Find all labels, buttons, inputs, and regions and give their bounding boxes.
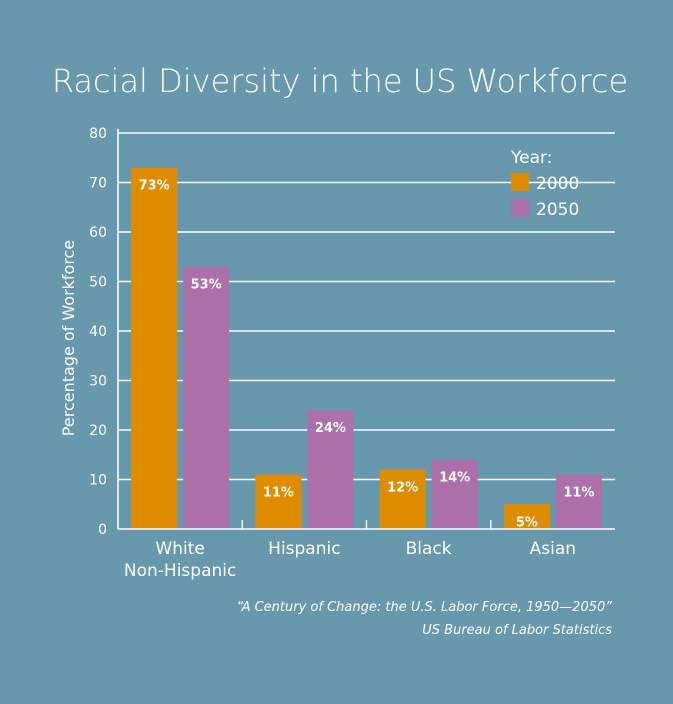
source-line-1: “A Century of Change: the U.S. Labor For… [236, 600, 612, 615]
bar-2050-1 [307, 410, 354, 529]
legend-label-2000: 2000 [536, 174, 579, 194]
y-tick-label: 30 [89, 374, 107, 390]
data-label: 11% [263, 486, 294, 501]
data-label: 14% [439, 471, 470, 486]
y-tick-label: 80 [89, 126, 107, 142]
bar-2000-2 [379, 469, 426, 529]
legend-title: Year: [510, 148, 552, 168]
bars: 73% 53% 11% 24% 12% 14% 5% 11% [131, 167, 602, 530]
legend-swatch-2000 [511, 173, 529, 191]
y-tick-label: 50 [89, 275, 107, 291]
y-tick-label: 10 [89, 473, 107, 489]
y-tick-label: 40 [89, 324, 107, 340]
data-label: 12% [387, 481, 418, 496]
data-label: 53% [191, 278, 222, 293]
legend-swatch-2050 [511, 199, 529, 217]
bar-2050-0 [183, 266, 230, 529]
data-label: 73% [139, 179, 170, 194]
x-category-label: Hispanic [268, 539, 340, 559]
x-category-label: White [155, 539, 204, 559]
data-label: 5% [516, 515, 538, 530]
source-note: “A Century of Change: the U.S. Labor For… [236, 600, 612, 638]
y-tick-label: 60 [89, 225, 107, 241]
x-category-label: Black [406, 539, 452, 559]
legend-label-2050: 2050 [536, 200, 579, 220]
y-axis-label: Percentage of Workforce [59, 240, 78, 436]
y-tick-label: 0 [98, 522, 107, 538]
x-category-label: Asian [530, 539, 576, 559]
bar-2000-1 [255, 474, 302, 529]
y-tick-label: 20 [89, 423, 107, 439]
bar-2050-2 [431, 459, 478, 529]
data-label: 11% [563, 486, 594, 501]
x-category-label: Non-Hispanic [124, 561, 236, 581]
y-tick-label: 70 [89, 176, 107, 192]
bar-2050-3 [555, 474, 602, 529]
data-label: 24% [315, 421, 346, 436]
chart-title: Racial Diversity in the US Workforce [52, 62, 628, 100]
source-line-2: US Bureau of Labor Statistics [422, 623, 612, 638]
bar-2000-3 [503, 504, 550, 529]
legend: Year: 2000 2050 [510, 148, 579, 220]
bar-2000-0 [131, 167, 178, 529]
